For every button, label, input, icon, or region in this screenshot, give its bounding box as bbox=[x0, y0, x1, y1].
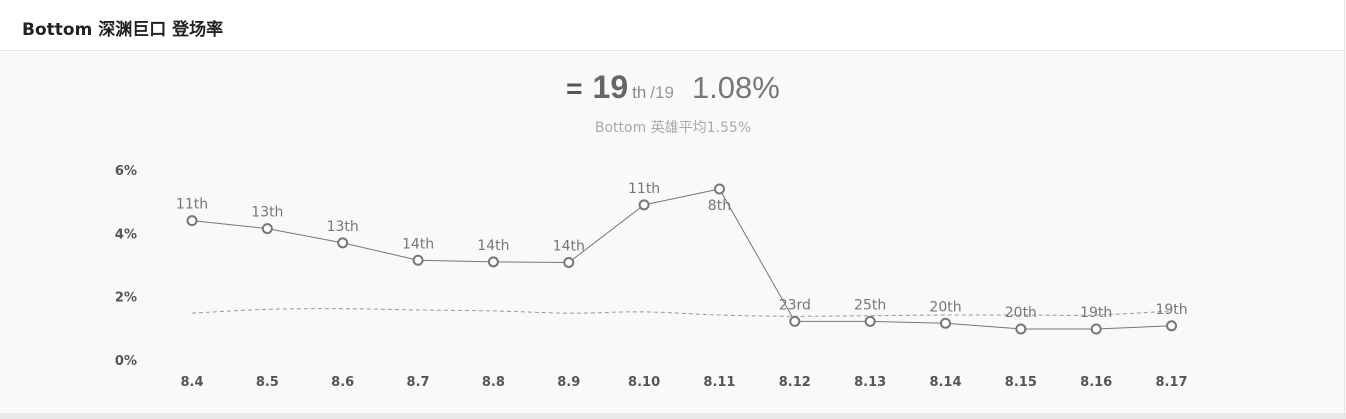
data-point bbox=[337, 237, 349, 249]
y-tick-label: 6% bbox=[115, 164, 137, 179]
x-tick-label: 8.14 bbox=[929, 375, 961, 390]
data-point bbox=[412, 254, 424, 266]
rank-label: 19th bbox=[1080, 305, 1112, 321]
rank-label: 14th bbox=[553, 238, 585, 254]
rank-label: 13th bbox=[251, 205, 283, 221]
rank-label: 23rd bbox=[779, 297, 811, 313]
data-point bbox=[864, 315, 876, 327]
x-tick-label: 8.9 bbox=[557, 375, 580, 390]
rank-label: 25th bbox=[854, 297, 886, 313]
x-tick-label: 8.15 bbox=[1005, 375, 1037, 390]
x-tick-label: 8.17 bbox=[1156, 375, 1188, 390]
y-tick-label: 0% bbox=[115, 354, 137, 369]
data-point bbox=[563, 256, 575, 268]
pick-rate-line bbox=[191, 188, 1172, 330]
page-title: Bottom 深渊巨口 登场率 bbox=[22, 20, 224, 40]
rank-suffix: th bbox=[632, 83, 647, 102]
rank-label: 20th bbox=[929, 299, 961, 315]
data-point bbox=[261, 223, 273, 235]
page-header: Bottom 深渊巨口 登场率 bbox=[0, 0, 1345, 51]
data-point bbox=[1015, 323, 1027, 335]
x-tick-label: 8.6 bbox=[331, 375, 354, 390]
rank-label: 20th bbox=[1005, 305, 1037, 321]
x-tick-label: 8.7 bbox=[407, 375, 430, 390]
x-tick-label: 8.16 bbox=[1080, 375, 1112, 390]
x-tick-label: 8.11 bbox=[703, 375, 735, 390]
average-rate-text: Bottom 英雄平均1.55% bbox=[594, 120, 752, 136]
rank-label: 14th bbox=[477, 238, 509, 254]
data-point bbox=[638, 199, 650, 211]
rank-label: 19th bbox=[1155, 302, 1187, 318]
rank-value: 19 bbox=[592, 69, 629, 105]
rank-label: 8th bbox=[708, 198, 731, 214]
x-tick-label: 8.5 bbox=[256, 375, 279, 390]
rank-label: 11th bbox=[628, 181, 660, 197]
bottom-divider bbox=[0, 413, 1346, 419]
x-tick-label: 8.10 bbox=[628, 375, 660, 390]
x-tick-label: 8.4 bbox=[180, 375, 203, 390]
pick-rate-value: 1.08% bbox=[691, 70, 780, 105]
x-tick-label: 8.13 bbox=[854, 375, 886, 390]
data-point bbox=[940, 317, 951, 329]
data-point bbox=[487, 256, 499, 268]
data-point bbox=[1090, 323, 1102, 335]
x-tick-label: 8.12 bbox=[779, 375, 811, 390]
rank-label: 13th bbox=[327, 219, 359, 235]
data-point bbox=[713, 183, 725, 195]
y-tick-label: 4% bbox=[115, 227, 137, 242]
y-tick-label: 2% bbox=[115, 291, 137, 306]
x-tick-label: 8.8 bbox=[482, 375, 505, 390]
data-point bbox=[1166, 320, 1178, 332]
rank-label: 11th bbox=[176, 197, 208, 213]
average-rate-line bbox=[191, 308, 1172, 317]
trend-equal-icon: = bbox=[566, 73, 583, 104]
rank-total: /19 bbox=[650, 83, 674, 102]
rank-label: 14th bbox=[402, 236, 434, 252]
data-point bbox=[789, 315, 801, 327]
data-point bbox=[186, 215, 198, 227]
